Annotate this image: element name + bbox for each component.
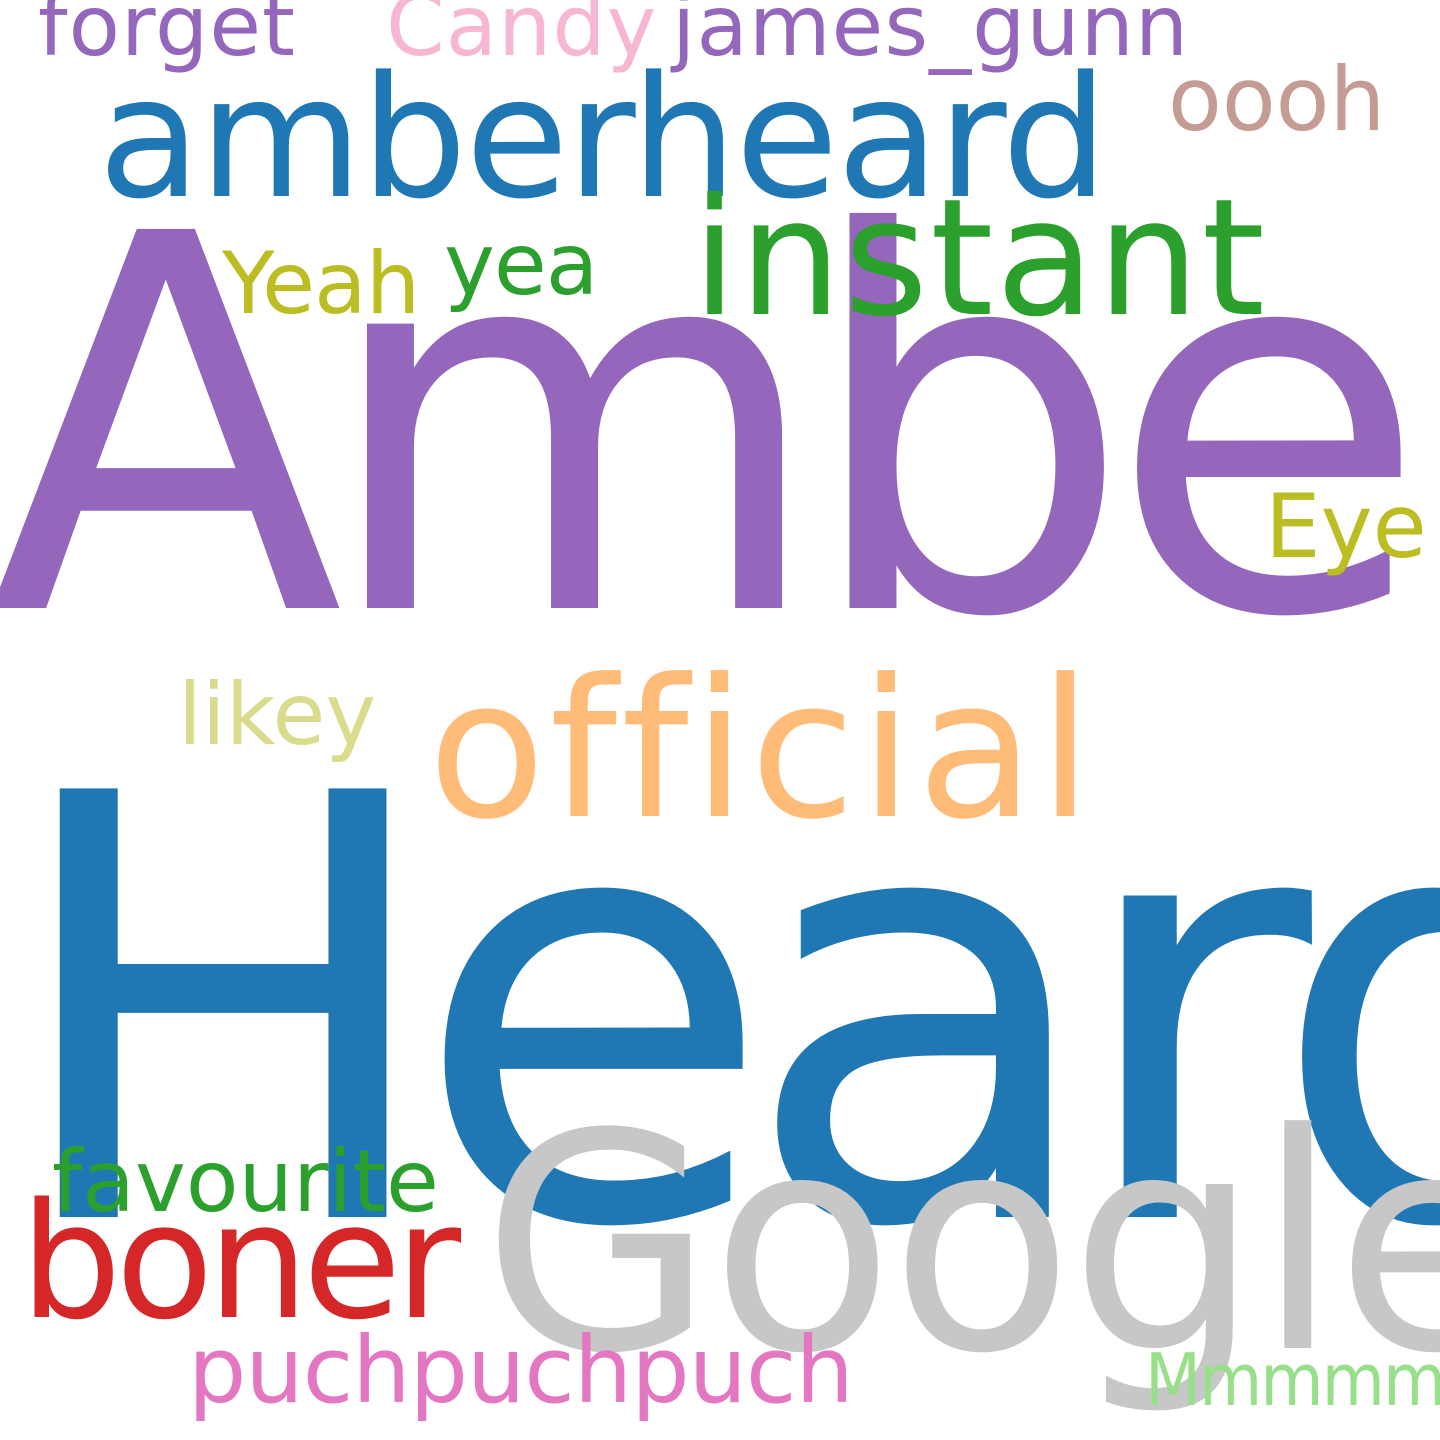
word-amberheard: amberheard [98,40,1108,236]
word-yea: yea [444,215,599,315]
word-heard: Heard [2,671,1440,1356]
word-mmmmm: Mmmmm [1145,1338,1440,1422]
word-official: official [428,639,1096,862]
word-google: Google [482,1070,1440,1419]
word-oooh: oooh [1168,48,1386,151]
word-eye: Eye [1265,475,1427,578]
word-amber: Amber [0,125,1440,731]
word-boner: boner [20,1168,461,1355]
word-favourite: favourite [52,1132,439,1232]
word-candy: Candy [386,0,658,75]
word-yeah: Yeah [222,234,420,334]
word-james-gunn: james_gunn [672,0,1190,75]
word-forget: forget [38,0,296,75]
word-puchpuchpuch: puchpuchpuch [188,1317,854,1424]
word-instant: instant [692,165,1268,353]
word-likey: likey [178,665,377,765]
